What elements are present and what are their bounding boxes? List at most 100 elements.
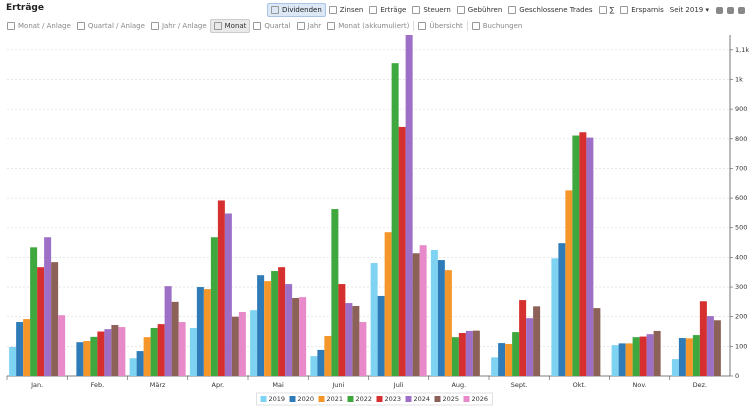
bar (143, 337, 151, 376)
bar (324, 335, 332, 376)
bar (238, 311, 246, 376)
bar (625, 343, 633, 376)
bar (278, 267, 286, 376)
y-tick-label: 200 (735, 313, 747, 321)
tab-label: Gebühren (467, 6, 503, 14)
view-label: Monat (224, 22, 247, 30)
bar (37, 267, 45, 376)
tab[interactable]: Erträge (366, 4, 409, 16)
legend-label: 2021 (327, 395, 344, 403)
bar (533, 306, 541, 376)
tab-label: Erträge (380, 6, 407, 14)
separator (413, 21, 415, 31)
bar (271, 271, 279, 376)
bar (264, 281, 272, 376)
view-button[interactable]: Buchungen (469, 20, 526, 32)
bar (292, 298, 300, 376)
tab[interactable]: Steuern (409, 4, 453, 16)
x-tick-label: Aug. (451, 381, 466, 389)
tab-bar: Dividenden Zinsen Erträge Steuern Gebühr… (267, 3, 745, 17)
icon-button[interactable] (738, 6, 745, 14)
bar (678, 338, 686, 376)
view-label: Jahr / Anlage (161, 22, 207, 30)
bar (692, 335, 700, 376)
bar (653, 330, 661, 376)
view-button[interactable]: Monat / Anlage (4, 20, 74, 32)
bar (465, 330, 473, 376)
view-button[interactable]: Quartal (250, 20, 293, 32)
bar (618, 343, 626, 376)
tab[interactable]: Zinsen (326, 4, 367, 16)
bar (338, 284, 346, 376)
bar (579, 132, 587, 376)
bar (299, 297, 307, 376)
view-button[interactable]: Jahr / Anlage (148, 20, 210, 32)
bar (565, 190, 573, 376)
icon-button[interactable] (727, 6, 734, 14)
legend-label: 2023 (385, 395, 402, 403)
tab[interactable]: Dividenden (267, 3, 326, 17)
bar (713, 320, 721, 376)
legend-label: 2026 (472, 395, 489, 403)
view-button[interactable]: Monat (akkumuliert) (324, 20, 412, 32)
view-button[interactable]: Monat (209, 19, 251, 33)
tab-label: ∑ (609, 6, 615, 14)
bar (519, 300, 527, 376)
year-dropdown[interactable]: Seit 2019 ▾ (669, 6, 709, 14)
tab[interactable]: Gebühren (454, 4, 506, 16)
tab[interactable]: Ersparnis (617, 4, 666, 16)
bar (118, 327, 126, 376)
bar (331, 209, 339, 376)
x-tick-label: Jan. (30, 381, 43, 389)
legend-swatch (318, 396, 325, 402)
bar (129, 358, 137, 376)
bar (196, 287, 204, 376)
x-tick-label: Sept. (511, 381, 528, 389)
bar (491, 357, 499, 376)
bar (671, 359, 679, 376)
page-title: Erträge (6, 3, 44, 13)
tab[interactable]: Geschlossene Trades (505, 4, 595, 16)
view-button[interactable]: Jahr (294, 20, 325, 32)
view-label: Quartal / Anlage (87, 22, 145, 30)
view-label: Monat (akkumuliert) (338, 22, 410, 30)
bar (23, 319, 31, 376)
tab[interactable]: ∑ (596, 4, 618, 16)
bar (111, 324, 119, 376)
legend-label: 2020 (298, 395, 315, 403)
bar (217, 200, 225, 376)
bar (90, 336, 98, 376)
x-tick-label: Feb. (91, 381, 105, 389)
bar (178, 322, 186, 376)
legend-label: 2024 (414, 395, 431, 403)
y-tick-label: 500 (735, 224, 747, 232)
y-tick-label: 400 (735, 253, 747, 261)
bar (164, 286, 172, 376)
tab-label: Ersparnis (631, 6, 664, 14)
legend-label: 2022 (356, 395, 373, 403)
bar (58, 315, 66, 376)
icon-button[interactable] (716, 6, 723, 14)
bar (104, 329, 112, 376)
bar (472, 330, 480, 376)
bar (76, 342, 84, 376)
bar (359, 322, 367, 376)
view-button[interactable]: Übersicht (415, 20, 465, 32)
separator (466, 21, 468, 31)
x-tick-label: Mai (272, 381, 284, 389)
bar (558, 243, 566, 376)
bar (231, 316, 239, 376)
bar (419, 245, 427, 376)
y-tick-label: 1k (735, 75, 743, 83)
y-tick-label: 900 (735, 105, 747, 113)
bar (391, 63, 399, 377)
bar (9, 346, 17, 376)
y-tick-label: 1,1k (735, 46, 749, 54)
legend-label: 2019 (269, 395, 286, 403)
bar (345, 303, 353, 376)
bar (377, 295, 385, 376)
bar (430, 249, 438, 376)
view-button[interactable]: Quartal / Anlage (74, 20, 148, 32)
view-label: Monat / Anlage (18, 22, 71, 30)
